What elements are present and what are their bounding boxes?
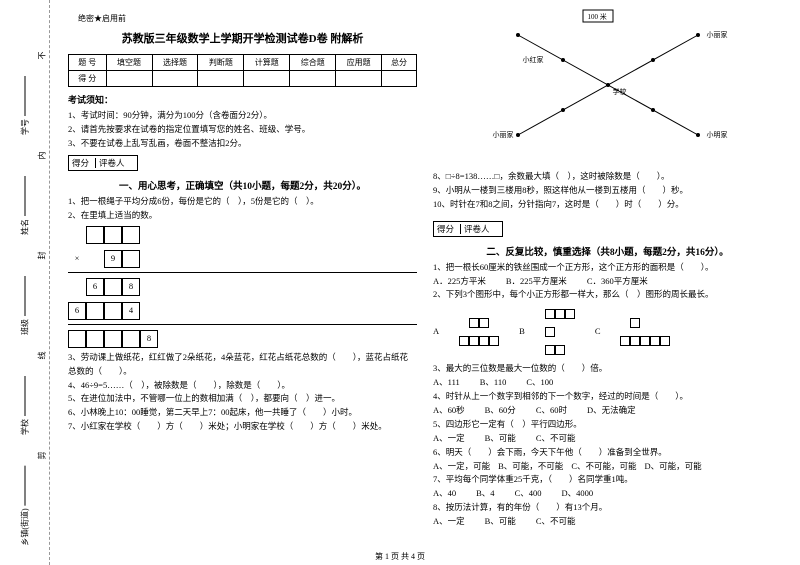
binding-line: 线 xyxy=(36,352,47,360)
diagram-svg xyxy=(468,5,748,165)
question: 7、小红家在学校（ ）方（ ）米处；小明家在学校（ ）方（ ）米处。 xyxy=(68,421,417,433)
notice-item: 2、请首先按要求在试卷的指定位置填写您的姓名、班级、学号。 xyxy=(68,123,417,135)
notice-item: 3、不要在试卷上乱写乱画，卷面不整洁扣2分。 xyxy=(68,137,417,149)
table-row: 得 分 xyxy=(69,71,417,87)
question: 总数的（ ）。 xyxy=(68,366,417,378)
binding-field-class: 班级 xyxy=(19,276,30,335)
section1-title: 一、用心思考，正确填空（共10小题，每题2分，共20分）。 xyxy=(68,178,417,192)
question: 1、把一根长60厘米的铁丝围成一个正方形，这个正方形的面积是（ ）。 xyxy=(433,262,782,274)
binding-field-school: 学校 xyxy=(19,376,30,435)
question: 4、46÷9=5……（ ），被除数是（ ），除数是（ ）。 xyxy=(68,380,417,392)
shapes-row: A B C xyxy=(433,303,782,361)
binding-field-name: 姓名 xyxy=(19,176,30,235)
question: 10、时针在7和8之间，分针指向7，这时是（ ）时（ ）分。 xyxy=(433,199,782,211)
shape-a xyxy=(459,314,499,350)
binding-seal: 封 xyxy=(36,252,47,260)
diag-ctr-label: 学校 xyxy=(613,87,627,97)
question: 2、在里填上适当的数。 xyxy=(68,210,417,222)
score-box: 得分评卷人 xyxy=(433,221,503,237)
diag-e-label: 小红家 xyxy=(523,55,544,65)
score-box: 得分评卷人 xyxy=(68,155,138,171)
page-number: 第 1 页 共 4 页 xyxy=(375,551,425,562)
question-list: 1、把一根绳子平均分成6份，每份是它的（ ），5份是它的（ ）。 2、在里填上适… xyxy=(68,196,417,433)
shape-b xyxy=(545,305,575,359)
shape-label: B xyxy=(519,326,525,338)
choice-list: 1、把一根长60厘米的铁丝围成一个正方形，这个正方形的面积是（ ）。 A．225… xyxy=(433,262,782,528)
question: 5、四边形它一定有（ ）平行四边形。 xyxy=(433,419,782,431)
question: 4、时针从上一个数字到相邻的下一个数字，经过的时间是（ ）。 xyxy=(433,391,782,403)
binding-field-township: 乡镇(街道) xyxy=(19,465,30,545)
diag-ne-label: 小丽家 xyxy=(707,30,728,40)
notice-item: 1、考试时间：90分钟，满分为100分（含卷面分2分）。 xyxy=(68,109,417,121)
question: 6、明天（ ）会下雨，今天下午他（ ）准备到全世界。 xyxy=(433,447,782,459)
binding-cut: 剪 xyxy=(36,452,47,460)
exam-title: 苏教版三年级数学上学期开学检测试卷D卷 附解析 xyxy=(68,30,417,46)
shape-label: C xyxy=(595,326,601,338)
binding-no: 不 xyxy=(36,52,47,60)
section2-title: 二、反复比较，慎重选择（共8小题，每题2分，共16分）。 xyxy=(433,244,782,258)
question: 2、下列3个图形中，每个小正方形都一样大，那么（ ）图形的周长最长。 xyxy=(433,289,782,301)
binding-margin: 乡镇(街道) 学校 班级 姓名 学号 剪 线 封 内 不 xyxy=(0,0,50,565)
question: 5、在进位加法中，不管哪一位上的数相加满（ ），都要向（ ）进一。 xyxy=(68,393,417,405)
diag-sw-label: 小丽家 xyxy=(493,130,514,140)
question: 6、小林晚上10：00睡觉，第二天早上7：00起床，他一共睡了（ ）小时。 xyxy=(68,407,417,419)
score-table: 题 号填空题选择题判断题计算题综合题应用题总分 得 分 xyxy=(68,54,417,87)
question: 8、□÷8=138……□，余数最大填（ ），这时被除数是（ ）。 xyxy=(433,171,782,183)
binding-inner: 内 xyxy=(36,152,47,160)
question: 9、小明从一楼到三楼用8秒，照这样他从一楼到五楼用（ ）秒。 xyxy=(433,185,782,197)
question: 1、把一根绳子平均分成6份，每份是它的（ ），5份是它的（ ）。 xyxy=(68,196,417,208)
diag-top-label: 100 米 xyxy=(588,12,607,22)
shape-label: A xyxy=(433,326,439,338)
question-list: 8、□÷8=138……□，余数最大填（ ），这时被除数是（ ）。 9、小明从一楼… xyxy=(433,171,782,211)
notice-heading: 考试须知： xyxy=(68,93,417,106)
diag-se-label: 小明家 xyxy=(707,130,728,140)
right-column: 100 米 小丽家 小红家 小丽家 小明家 学校 8、□÷8=138……□，余数… xyxy=(425,5,790,560)
left-column: 绝密★启用前 苏教版三年级数学上学期开学检测试卷D卷 附解析 题 号填空题选择题… xyxy=(60,5,425,560)
shape-c xyxy=(620,314,670,350)
table-row: 题 号填空题选择题判断题计算题综合题应用题总分 xyxy=(69,55,417,71)
question: 7、平均每个同学体重25千克，（ ）名同学重1吨。 xyxy=(433,474,782,486)
question: 3、最大的三位数是最大一位数的（ ）倍。 xyxy=(433,363,782,375)
notice-list: 1、考试时间：90分钟，满分为100分（含卷面分2分）。 2、请首先按要求在试卷… xyxy=(68,109,417,149)
confidential-label: 绝密★启用前 xyxy=(78,13,417,24)
question: 3、劳动课上做纸花，红红做了2朵纸花，4朵蓝花，红花占纸花总数的（ ），蓝花占纸… xyxy=(68,352,417,364)
question: 8、按历法计算，有的年份（ ）有13个月。 xyxy=(433,502,782,514)
location-diagram: 100 米 小丽家 小红家 小丽家 小明家 学校 xyxy=(468,5,748,165)
binding-field-id: 学号 xyxy=(19,76,30,135)
multiplication-grid: ×9 68 64 8 xyxy=(68,224,417,350)
